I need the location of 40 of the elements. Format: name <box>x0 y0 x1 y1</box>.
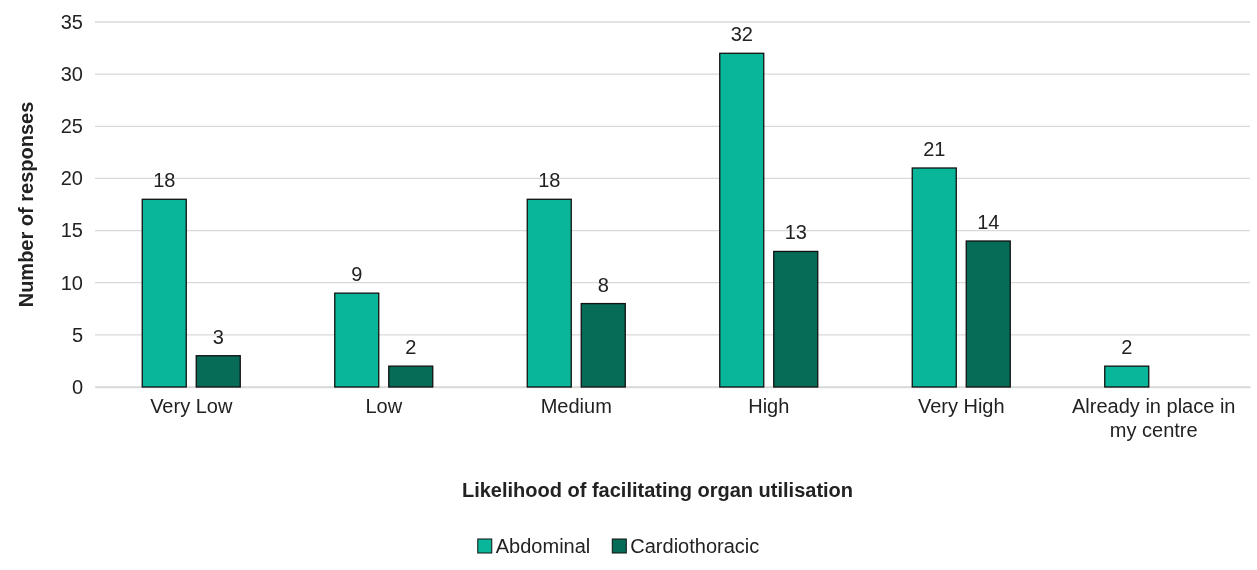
data-label: 9 <box>351 263 363 286</box>
bar <box>580 302 626 388</box>
bar <box>911 167 957 388</box>
data-label: 2 <box>1121 336 1133 359</box>
data-label: 18 <box>538 169 561 192</box>
y-tick-label: 35 <box>60 10 83 33</box>
y-tick-label: 0 <box>71 375 83 398</box>
data-label: 14 <box>977 211 1000 233</box>
data-label: 2 <box>405 336 417 359</box>
bar <box>719 52 765 388</box>
data-label: 3 <box>212 325 224 348</box>
bar <box>141 198 187 388</box>
x-tick-label: High <box>748 395 790 418</box>
y-tick-label: 10 <box>60 271 83 294</box>
data-label: 13 <box>784 221 807 244</box>
data-label: 8 <box>597 273 609 296</box>
bar <box>334 292 380 388</box>
data-label: 21 <box>923 138 946 160</box>
x-tick-label: Very Low <box>150 395 233 418</box>
bar <box>965 240 1011 388</box>
y-axis-title: Number of responses <box>15 101 37 308</box>
data-label: 32 <box>730 23 753 46</box>
bar <box>388 365 434 388</box>
y-tick-label: 25 <box>60 115 83 138</box>
x-axis-title: Likelihood of facilitating organ utilisation <box>461 479 854 501</box>
y-tick-label: 30 <box>60 63 83 86</box>
y-tick-label: 5 <box>71 323 83 346</box>
x-tick-label: Medium <box>540 395 612 418</box>
y-tick-label: 20 <box>60 167 83 190</box>
y-tick-label: 15 <box>60 219 83 242</box>
bar <box>195 355 241 388</box>
bar <box>1104 365 1150 388</box>
legend-label: Cardiothoracic <box>630 535 760 557</box>
legend-label: Abdominal <box>495 535 591 557</box>
x-tick-label: Very High <box>917 395 1005 418</box>
data-label: 18 <box>153 169 176 192</box>
bar <box>773 250 819 388</box>
x-tick-label: Already in place in my centre <box>1072 395 1236 442</box>
x-tick-label: Low <box>365 395 403 418</box>
bar <box>526 198 572 388</box>
